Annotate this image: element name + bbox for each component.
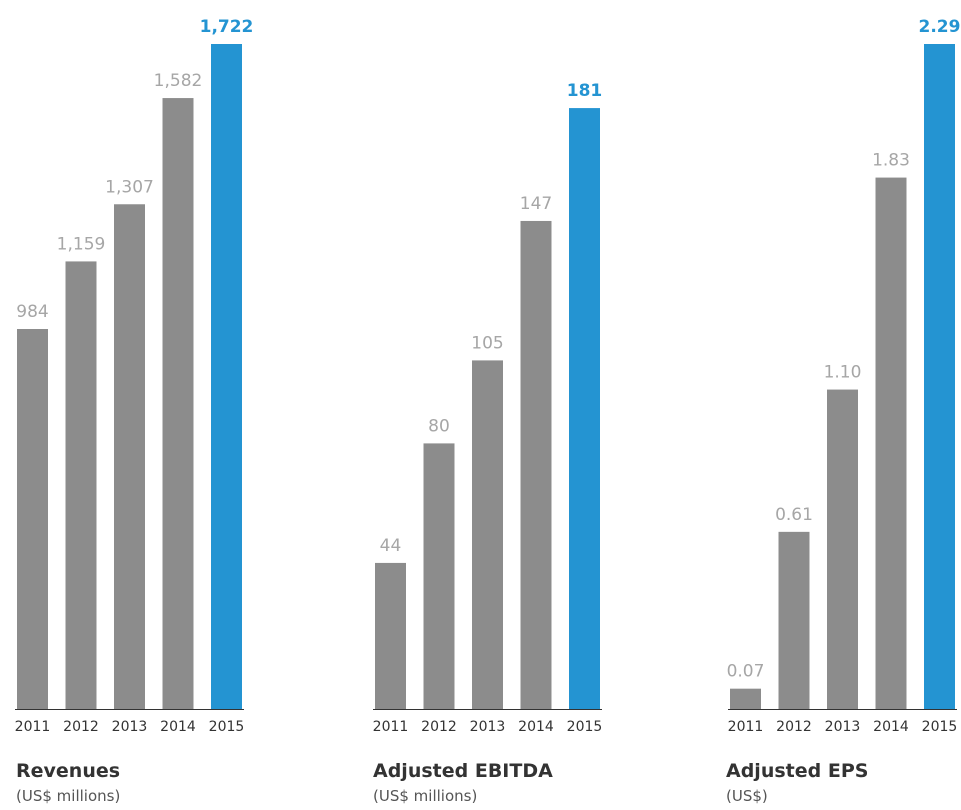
ebitda-value-label-2011: 44 — [380, 536, 402, 556]
revenues-bar-2011 — [17, 329, 48, 709]
ebitda-bar-2012 — [423, 443, 455, 709]
ebitda-value-label-2013: 105 — [471, 333, 503, 353]
revenues-chart-title: Revenues — [16, 760, 121, 782]
eps-tick-label-2015: 2015 — [922, 719, 958, 735]
eps-tick-label-2014: 2014 — [873, 719, 909, 735]
ebitda-tick-label-2014: 2014 — [518, 719, 554, 735]
ebitda-value-label-2014: 147 — [520, 194, 552, 214]
eps-bar-2013 — [827, 389, 858, 709]
ebitda-bar-2013 — [472, 360, 503, 709]
revenues-value-label-2013: 1,307 — [105, 177, 154, 197]
revenues-tick-label-2014: 2014 — [160, 719, 196, 735]
eps-tick-label-2011: 2011 — [728, 719, 764, 735]
eps-chart-subtitle: (US$) — [726, 787, 768, 805]
ebitda-tick-label-2011: 2011 — [373, 719, 409, 735]
revenues-value-label-2014: 1,582 — [154, 71, 203, 91]
ebitda-chart-subtitle: (US$ millions) — [373, 787, 478, 805]
revenues-chart: 984 2011 1,159 2012 1,307 2013 1,582 2014 1,722 2… — [15, 17, 254, 735]
ebitda-tick-label-2013: 2013 — [470, 719, 506, 735]
revenues-tick-label-2011: 2011 — [15, 719, 51, 735]
revenues-value-label-2015: 1,722 — [200, 17, 254, 37]
ebitda-bar-2011 — [375, 562, 406, 709]
eps-value-label-2012: 0.61 — [775, 505, 813, 525]
ebitda-bar-2014 — [520, 220, 552, 709]
eps-bar-2015 — [924, 44, 955, 709]
eps-value-label-2011: 0.07 — [727, 662, 765, 682]
ebitda-value-label-2015: 181 — [567, 81, 603, 101]
ebitda-value-label-2012: 80 — [428, 416, 450, 436]
revenues-tick-label-2013: 2013 — [112, 719, 148, 735]
ebitda-chart-title: Adjusted EBITDA — [373, 760, 553, 782]
eps-tick-label-2012: 2012 — [776, 719, 812, 735]
ebitda-tick-label-2012: 2012 — [421, 719, 457, 735]
revenues-bar-2012 — [65, 261, 97, 709]
revenues-chart-subtitle: (US$ millions) — [16, 787, 121, 805]
eps-value-label-2014: 1.83 — [872, 151, 910, 171]
revenues-value-label-2012: 1,159 — [57, 234, 106, 254]
eps-chart-title: Adjusted EPS — [726, 760, 869, 782]
eps-tick-label-2013: 2013 — [825, 719, 861, 735]
revenues-bar-2014 — [162, 98, 194, 709]
eps-bar-2014 — [875, 177, 907, 709]
eps-chart: 0.07 2011 0.61 2012 1.10 2013 1.83 2014 2.29 2015 — [727, 17, 961, 735]
ebitda-tick-label-2015: 2015 — [567, 719, 603, 735]
eps-bar-2012 — [778, 531, 810, 709]
revenues-tick-label-2015: 2015 — [209, 719, 245, 735]
revenues-tick-label-2012: 2012 — [63, 719, 99, 735]
eps-value-label-2013: 1.10 — [824, 363, 862, 383]
ebitda-chart: 44 2011 80 2012 105 2013 147 2014 181 2015 — [373, 81, 603, 735]
revenues-value-label-2011: 984 — [16, 302, 48, 322]
revenues-bar-2013 — [114, 204, 145, 709]
ebitda-bar-2015 — [569, 108, 600, 709]
revenues-bar-2015 — [211, 44, 242, 709]
eps-value-label-2015: 2.29 — [919, 17, 961, 37]
eps-bar-2011 — [730, 688, 761, 709]
